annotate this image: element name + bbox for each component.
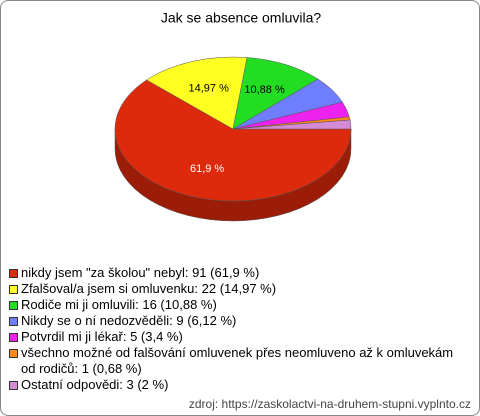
- legend-item: Potvrdil mi ji lékař: 5 (3,4 %): [9, 329, 471, 345]
- legend-swatch: [9, 349, 18, 358]
- data-label: 61,9 %: [190, 163, 224, 175]
- legend-swatch: [9, 317, 18, 326]
- legend-label: Nikdy se o ní nedozvěděli: 9 (6,12 %): [21, 313, 237, 328]
- legend-label: Potvrdil mi ji lékař: 5 (3,4 %): [21, 329, 183, 344]
- legend: nikdy jsem "za školou" nebyl: 91 (61,9 %…: [9, 265, 471, 393]
- legend-item: Zfalšoval/a jsem si omluvenku: 22 (14,97…: [9, 281, 471, 297]
- pie-area: Jak se absence omluvila? 61,9 % 14,97 % 10…: [114, 10, 352, 222]
- chart-title: Jak se absence omluvila?: [161, 10, 322, 26]
- legend-label: Rodiče mi ji omluvili: 16 (10,88 %): [21, 297, 217, 312]
- legend-label: všechno možné od falšování omluvenek pře…: [21, 345, 454, 376]
- legend-swatch: [9, 269, 18, 278]
- slice: [146, 56, 248, 130]
- legend-item: nikdy jsem "za školou" nebyl: 91 (61,9 %…: [9, 265, 471, 281]
- slice: [232, 119, 352, 130]
- legend-label: Zfalšoval/a jsem si omluvenku: 22 (14,97…: [21, 281, 277, 296]
- slice: [114, 79, 352, 202]
- data-label: 10,88 %: [244, 84, 285, 96]
- legend-item: Nikdy se o ní nedozvěděli: 9 (6,12 %): [9, 313, 471, 329]
- source: zdroj: https://zaskolactvi-na-druhem-stu…: [188, 397, 471, 411]
- legend-item: Rodiče mi ji omluvili: 16 (10,88 %): [9, 297, 471, 313]
- legend-item: všechno možné od falšování omluvenek pře…: [9, 345, 471, 377]
- legend-swatch: [9, 333, 18, 342]
- legend-item: Ostatní odpovědi: 3 (2 %): [9, 377, 471, 393]
- legend-swatch: [9, 285, 18, 294]
- slice: [232, 57, 319, 130]
- legend-label: Ostatní odpovědi: 3 (2 %): [21, 377, 169, 392]
- legend-swatch: [9, 381, 18, 390]
- legend-label: nikdy jsem "za školou" nebyl: 91 (61,9 %…: [21, 265, 260, 280]
- data-label: 14,97 %: [188, 82, 229, 94]
- legend-swatch: [9, 301, 18, 310]
